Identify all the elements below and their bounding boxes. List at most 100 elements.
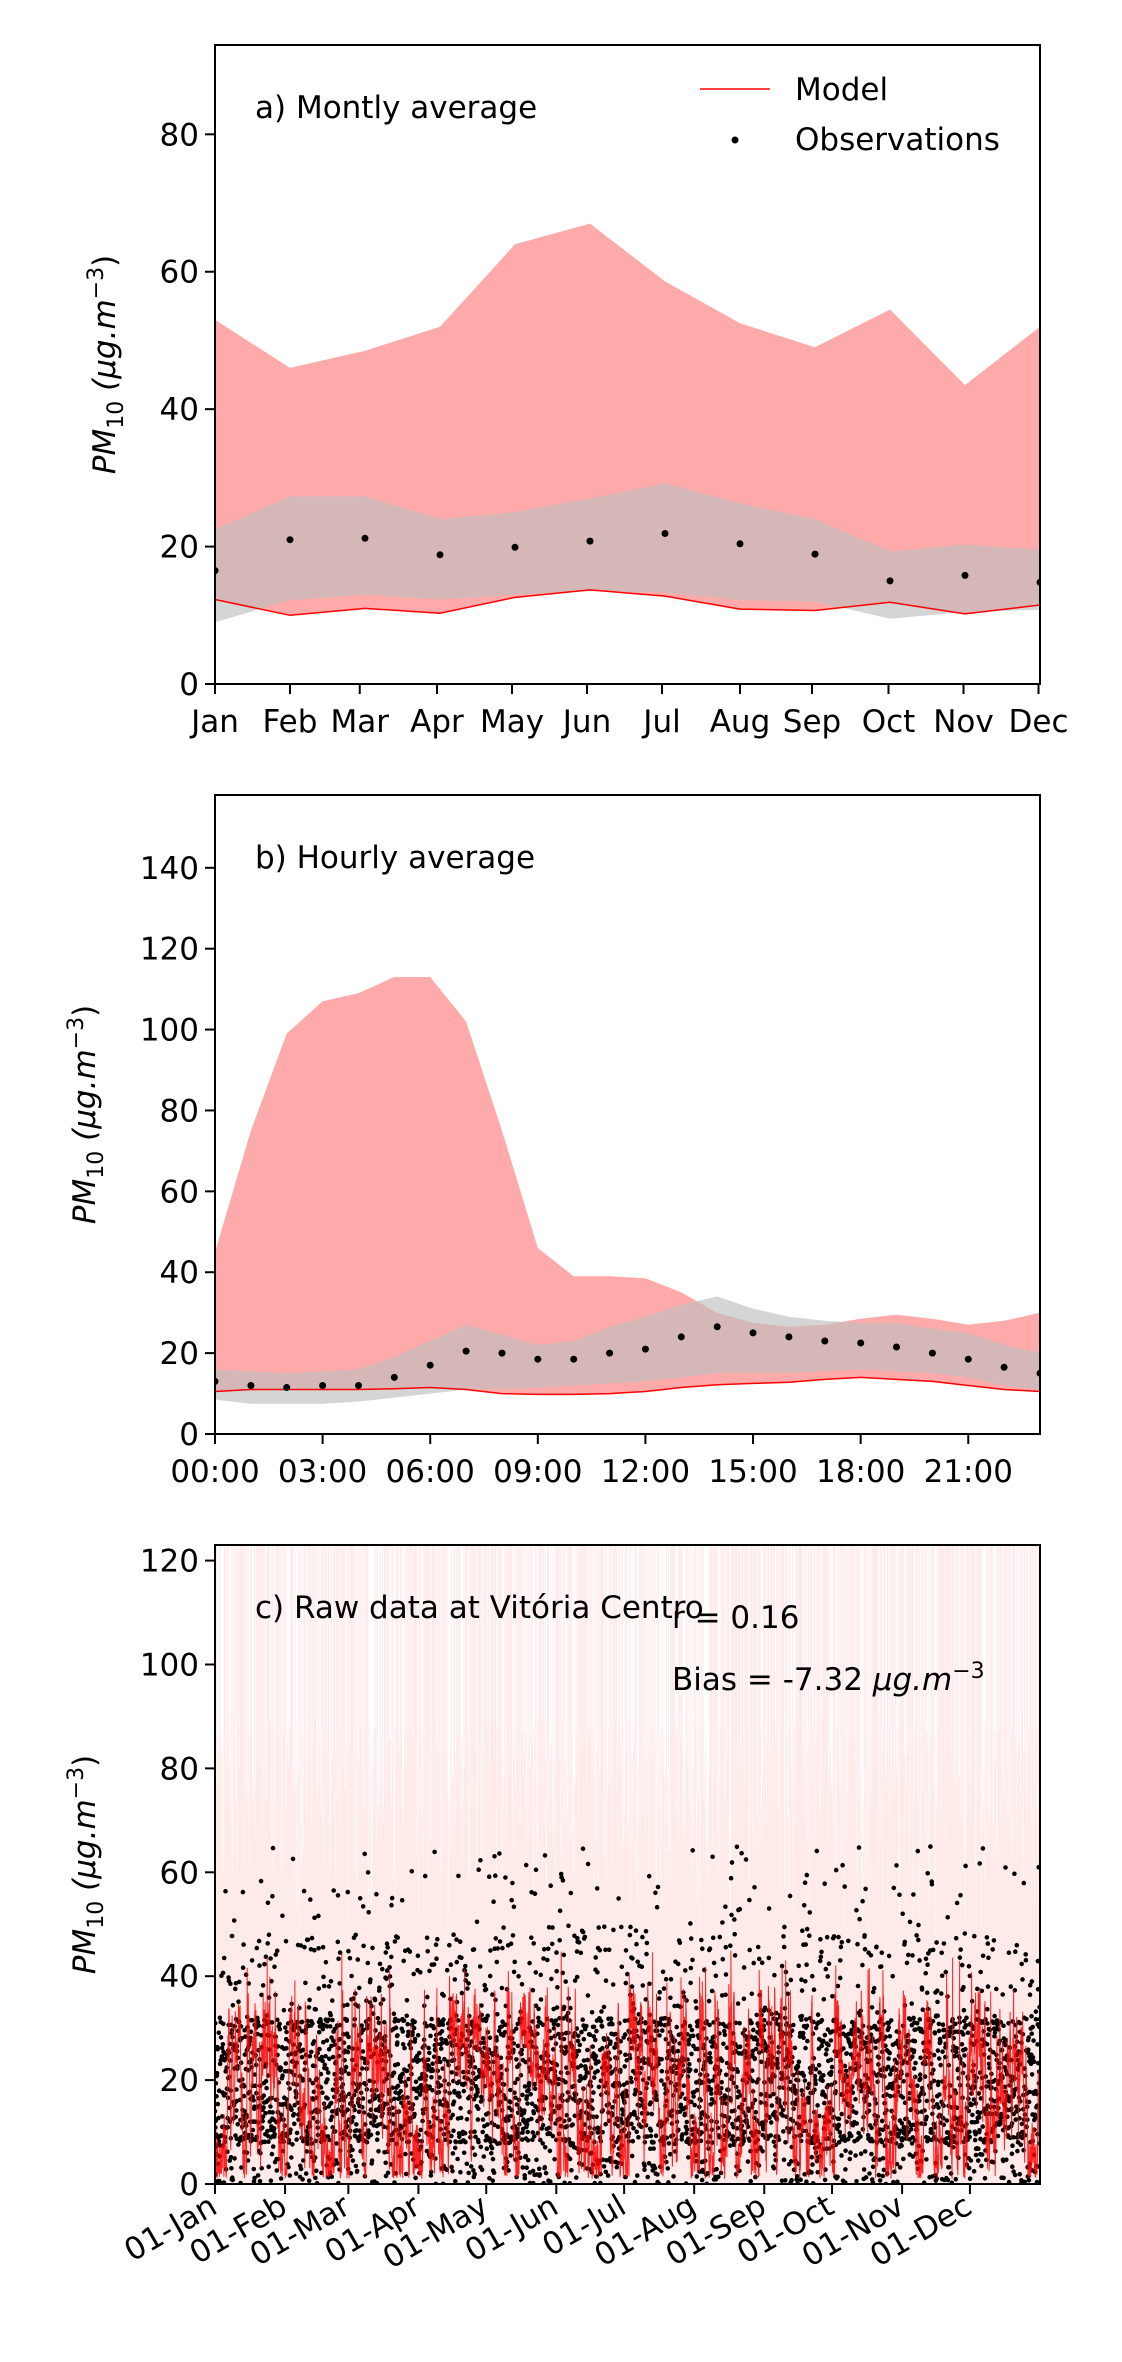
observation-point (821, 1337, 829, 1345)
observation-point (736, 540, 744, 548)
x-tick-label: 21:00 (924, 1454, 1013, 1490)
x-tick-label: 09:00 (493, 1454, 582, 1490)
legend-model-label: Model (795, 72, 888, 108)
y-tick-label: 20 (160, 1336, 199, 1372)
x-tick-label: 12:00 (601, 1454, 690, 1490)
x-tick-label: 06:00 (386, 1454, 475, 1490)
y-tick-label: 80 (160, 1093, 199, 1129)
model-range-band (215, 977, 1040, 1395)
observation-point (355, 1382, 362, 1389)
observation-point (677, 1333, 685, 1341)
observation-point (390, 1373, 398, 1381)
x-tick-label: Sep (783, 704, 841, 740)
x-tick-label: 15:00 (708, 1454, 797, 1490)
legend: Model Observations (700, 72, 1000, 158)
observation-point (283, 1384, 291, 1391)
panel-raw-data: 02040608010012001-Jan01-Feb01-Mar01-Apr0… (64, 1544, 1041, 2276)
y-tick-label: 60 (160, 255, 199, 291)
observation-point (319, 1382, 327, 1389)
model-line (215, 589, 1040, 617)
observation-point (498, 1349, 506, 1357)
model-line (215, 1376, 1040, 1396)
y-tick-label: 40 (160, 1255, 199, 1291)
observation-point (713, 1323, 721, 1331)
y-tick-label: 80 (160, 117, 199, 153)
observation-point (661, 530, 669, 537)
y-tick-label: 20 (160, 530, 199, 566)
x-tick-label: 00:00 (170, 1454, 259, 1490)
observation-point (511, 543, 519, 551)
y-tick-label: 40 (160, 1959, 199, 1995)
observation-point (586, 537, 594, 545)
x-tick-label: Mar (331, 704, 390, 740)
x-tick-label: 18:00 (816, 1454, 905, 1490)
observation-point (286, 536, 294, 544)
y-tick-label: 0 (179, 2167, 199, 2203)
observation-point (247, 1382, 255, 1389)
x-tick-label: Oct (862, 704, 916, 740)
panel-monthly-average: 0 20 40 60 80 Jan Feb Mar Apr May Jun Jul Aug Sep Oct N… (84, 44, 1069, 740)
observation-point (534, 1355, 542, 1363)
observation-point (749, 1329, 757, 1337)
legend-observations-swatch (731, 136, 739, 144)
y-tick-label: 40 (160, 392, 199, 428)
observation-point (785, 1333, 793, 1341)
observation-points (215, 1844, 1040, 2184)
y-axis-label: PM10 (μg.m−3) (84, 255, 129, 474)
legend-observations-label: Observations (795, 122, 1000, 158)
observation-point (606, 1349, 614, 1357)
x-tick-label: Apr (410, 704, 464, 740)
observation-point (436, 551, 444, 559)
axes-frame (214, 1544, 1041, 2185)
observation-point (886, 577, 894, 585)
y-tick-label: 0 (179, 667, 199, 703)
observation-range-band (215, 483, 1040, 623)
plot-area (215, 1545, 1040, 2184)
panel-title: c) Raw data at Vitória Centro (255, 1590, 704, 1626)
y-tick-label: 60 (160, 1855, 199, 1891)
observation-point (462, 1347, 470, 1355)
y-tick-label: 140 (140, 851, 199, 887)
panel-hourly-average: 0 20 40 60 80 100 120 140 00:00 03:00 06:00 09:00 12… (64, 794, 1041, 1490)
observation-point (893, 1343, 900, 1351)
observation-point (857, 1339, 865, 1347)
x-tick-label: Jul (641, 704, 680, 740)
x-tick-label: Dec (1009, 704, 1069, 740)
observation-range-band (215, 1296, 1040, 1404)
bias-label: Bias = -7.32 μg.m−3 (672, 1659, 985, 1698)
y-tick-label: 120 (140, 1544, 199, 1580)
observation-point (928, 1349, 936, 1357)
observation-point (964, 1355, 972, 1363)
observation-point (361, 534, 369, 542)
observation-point (641, 1345, 649, 1353)
observation-point (426, 1361, 434, 1369)
x-tick-label: Aug (710, 704, 771, 740)
plot-area (215, 977, 1040, 1404)
axes-frame (214, 44, 1041, 685)
x-tick-label: Feb (263, 704, 318, 740)
y-tick-label: 80 (160, 1751, 199, 1787)
y-axis-label: PM10 (μg.m−3) (64, 1755, 109, 1974)
correlation-label: r = 0.16 (672, 1600, 799, 1636)
panel-title: b) Hourly average (255, 840, 535, 876)
x-tick-label: May (480, 704, 544, 740)
x-tick-label: Jan (189, 704, 239, 740)
observation-point (570, 1355, 578, 1363)
plot-area (215, 223, 1040, 623)
panel-title: a) Montly average (255, 90, 537, 126)
y-tick-label: 120 (140, 932, 199, 968)
y-tick-label: 0 (179, 1417, 199, 1453)
y-tick-label: 100 (140, 1647, 199, 1683)
x-tick-label: 03:00 (278, 1454, 367, 1490)
model-line (215, 1950, 1040, 2179)
observation-point (1000, 1363, 1008, 1371)
y-tick-label: 100 (140, 1013, 199, 1049)
observation-point (961, 571, 969, 579)
x-tick-label: Jun (561, 704, 611, 740)
y-tick-label: 60 (160, 1174, 199, 1210)
axes-frame (214, 794, 1041, 1435)
x-tick-label: Nov (933, 704, 994, 740)
y-tick-label: 20 (160, 2063, 199, 2099)
observation-point (811, 550, 819, 558)
